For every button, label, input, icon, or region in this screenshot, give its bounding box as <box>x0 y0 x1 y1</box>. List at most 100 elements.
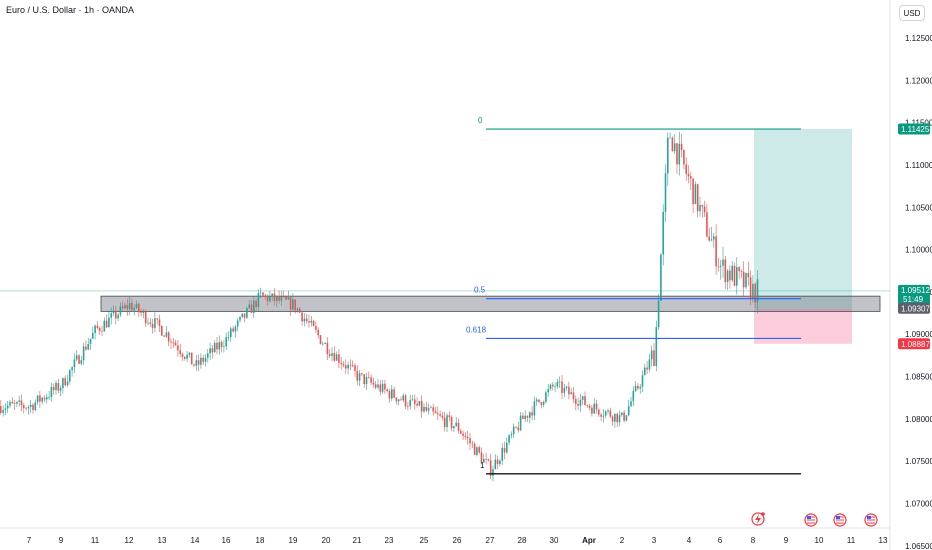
candle-body <box>257 292 260 308</box>
candle-body <box>425 406 428 411</box>
candle-body <box>158 319 161 327</box>
candle-body <box>317 329 319 336</box>
candle-body <box>489 460 492 476</box>
candle-body <box>439 414 441 416</box>
candle-body <box>423 406 425 412</box>
candle-body <box>579 399 582 406</box>
candle-body <box>335 354 338 361</box>
candle-body <box>644 367 646 376</box>
time-tick-label: 2 <box>620 536 625 545</box>
candle-body <box>726 270 729 283</box>
candle-body <box>604 411 607 416</box>
candle-body <box>27 407 30 409</box>
profit-zone[interactable] <box>754 129 852 309</box>
candle-body <box>443 417 446 428</box>
candle-body <box>232 328 234 332</box>
candle-body <box>715 236 717 267</box>
candle-body <box>55 382 57 391</box>
candle-body <box>78 355 80 364</box>
candle-body <box>133 308 135 311</box>
candle-body <box>324 342 326 344</box>
candle-body <box>391 389 393 399</box>
candle-body <box>416 403 418 406</box>
candle-body <box>303 318 306 322</box>
candle-body <box>722 259 724 266</box>
candle-body <box>630 401 632 407</box>
candle-body <box>96 325 99 328</box>
candle-body <box>271 293 273 297</box>
candle-body <box>292 299 294 310</box>
candle-body <box>483 458 485 463</box>
price-tick-label: 1.07000 <box>905 499 932 508</box>
candle-body <box>503 447 506 453</box>
candle-body <box>460 430 462 434</box>
candle-body <box>236 320 239 327</box>
candle-body <box>561 381 563 393</box>
time-tick-label: 16 <box>222 536 231 545</box>
target-price-tag: 1.11425 <box>898 123 930 135</box>
candle-body <box>414 399 416 404</box>
earnings-event-icon[interactable] <box>751 512 765 526</box>
candle-body <box>243 313 246 318</box>
candle-body <box>262 292 264 296</box>
time-axis[interactable]: 7 9 11 12 13 14 16 18 19 20 21 23 25 26 27 28 30 Apr 2 3 4 6 8… <box>27 536 888 545</box>
candle-body <box>464 435 467 437</box>
candle-body <box>678 143 681 165</box>
candle-body <box>591 407 593 414</box>
candle-body <box>197 360 200 365</box>
candle-body <box>62 378 64 389</box>
candle-body <box>177 345 179 351</box>
candle-body <box>156 318 158 320</box>
candle-body <box>342 364 345 366</box>
candle-body <box>345 365 347 369</box>
time-tick-label: 23 <box>385 536 394 545</box>
candle-body <box>554 386 556 388</box>
candle-body <box>696 184 699 212</box>
candle-body <box>749 277 752 300</box>
candle-body <box>680 143 683 151</box>
candle-body <box>673 143 676 152</box>
candle-body <box>11 401 14 404</box>
us-flag-event-icon[interactable] <box>833 513 847 527</box>
candle-body <box>664 173 667 212</box>
candle-body <box>547 389 549 393</box>
candle-body <box>614 413 616 422</box>
candle-body <box>708 236 710 241</box>
candle-body <box>105 320 108 328</box>
candle-body <box>82 346 85 361</box>
candle-body <box>188 352 191 355</box>
price-axis[interactable]: 1.12500 1.12000 1.11500 1.11000 1.10500 1.100… <box>905 34 932 550</box>
price-tick-label: 1.08000 <box>905 415 932 424</box>
us-flag-event-icon[interactable] <box>864 513 878 527</box>
candle-body <box>701 205 704 207</box>
candle-body <box>754 283 756 303</box>
candle-body <box>328 354 331 356</box>
candle-body <box>142 311 145 314</box>
candle-body <box>388 391 391 399</box>
candle-body <box>471 443 474 445</box>
candle-body <box>69 370 71 382</box>
candle-body <box>356 370 359 381</box>
candle-body <box>381 383 384 392</box>
candle-body <box>377 384 379 388</box>
candle-body <box>586 405 589 406</box>
candle-body <box>719 265 722 267</box>
time-tick-label: 3 <box>652 536 657 545</box>
candle-body <box>657 300 660 328</box>
candle-body <box>101 330 103 332</box>
candle-body <box>729 270 731 281</box>
candle-body <box>75 355 78 360</box>
candle-body <box>16 401 18 404</box>
candle-body <box>397 399 400 402</box>
us-flag-event-icon[interactable] <box>804 513 818 527</box>
currency-button[interactable]: USD <box>899 5 925 21</box>
candle-body <box>524 415 526 420</box>
price-tick-label: 1.10000 <box>905 246 932 255</box>
candle-body <box>676 143 678 165</box>
candle-body <box>52 386 55 391</box>
candle-body <box>165 332 168 337</box>
candle-body <box>338 354 340 363</box>
candle-body <box>545 392 547 402</box>
candle-body <box>563 387 566 393</box>
